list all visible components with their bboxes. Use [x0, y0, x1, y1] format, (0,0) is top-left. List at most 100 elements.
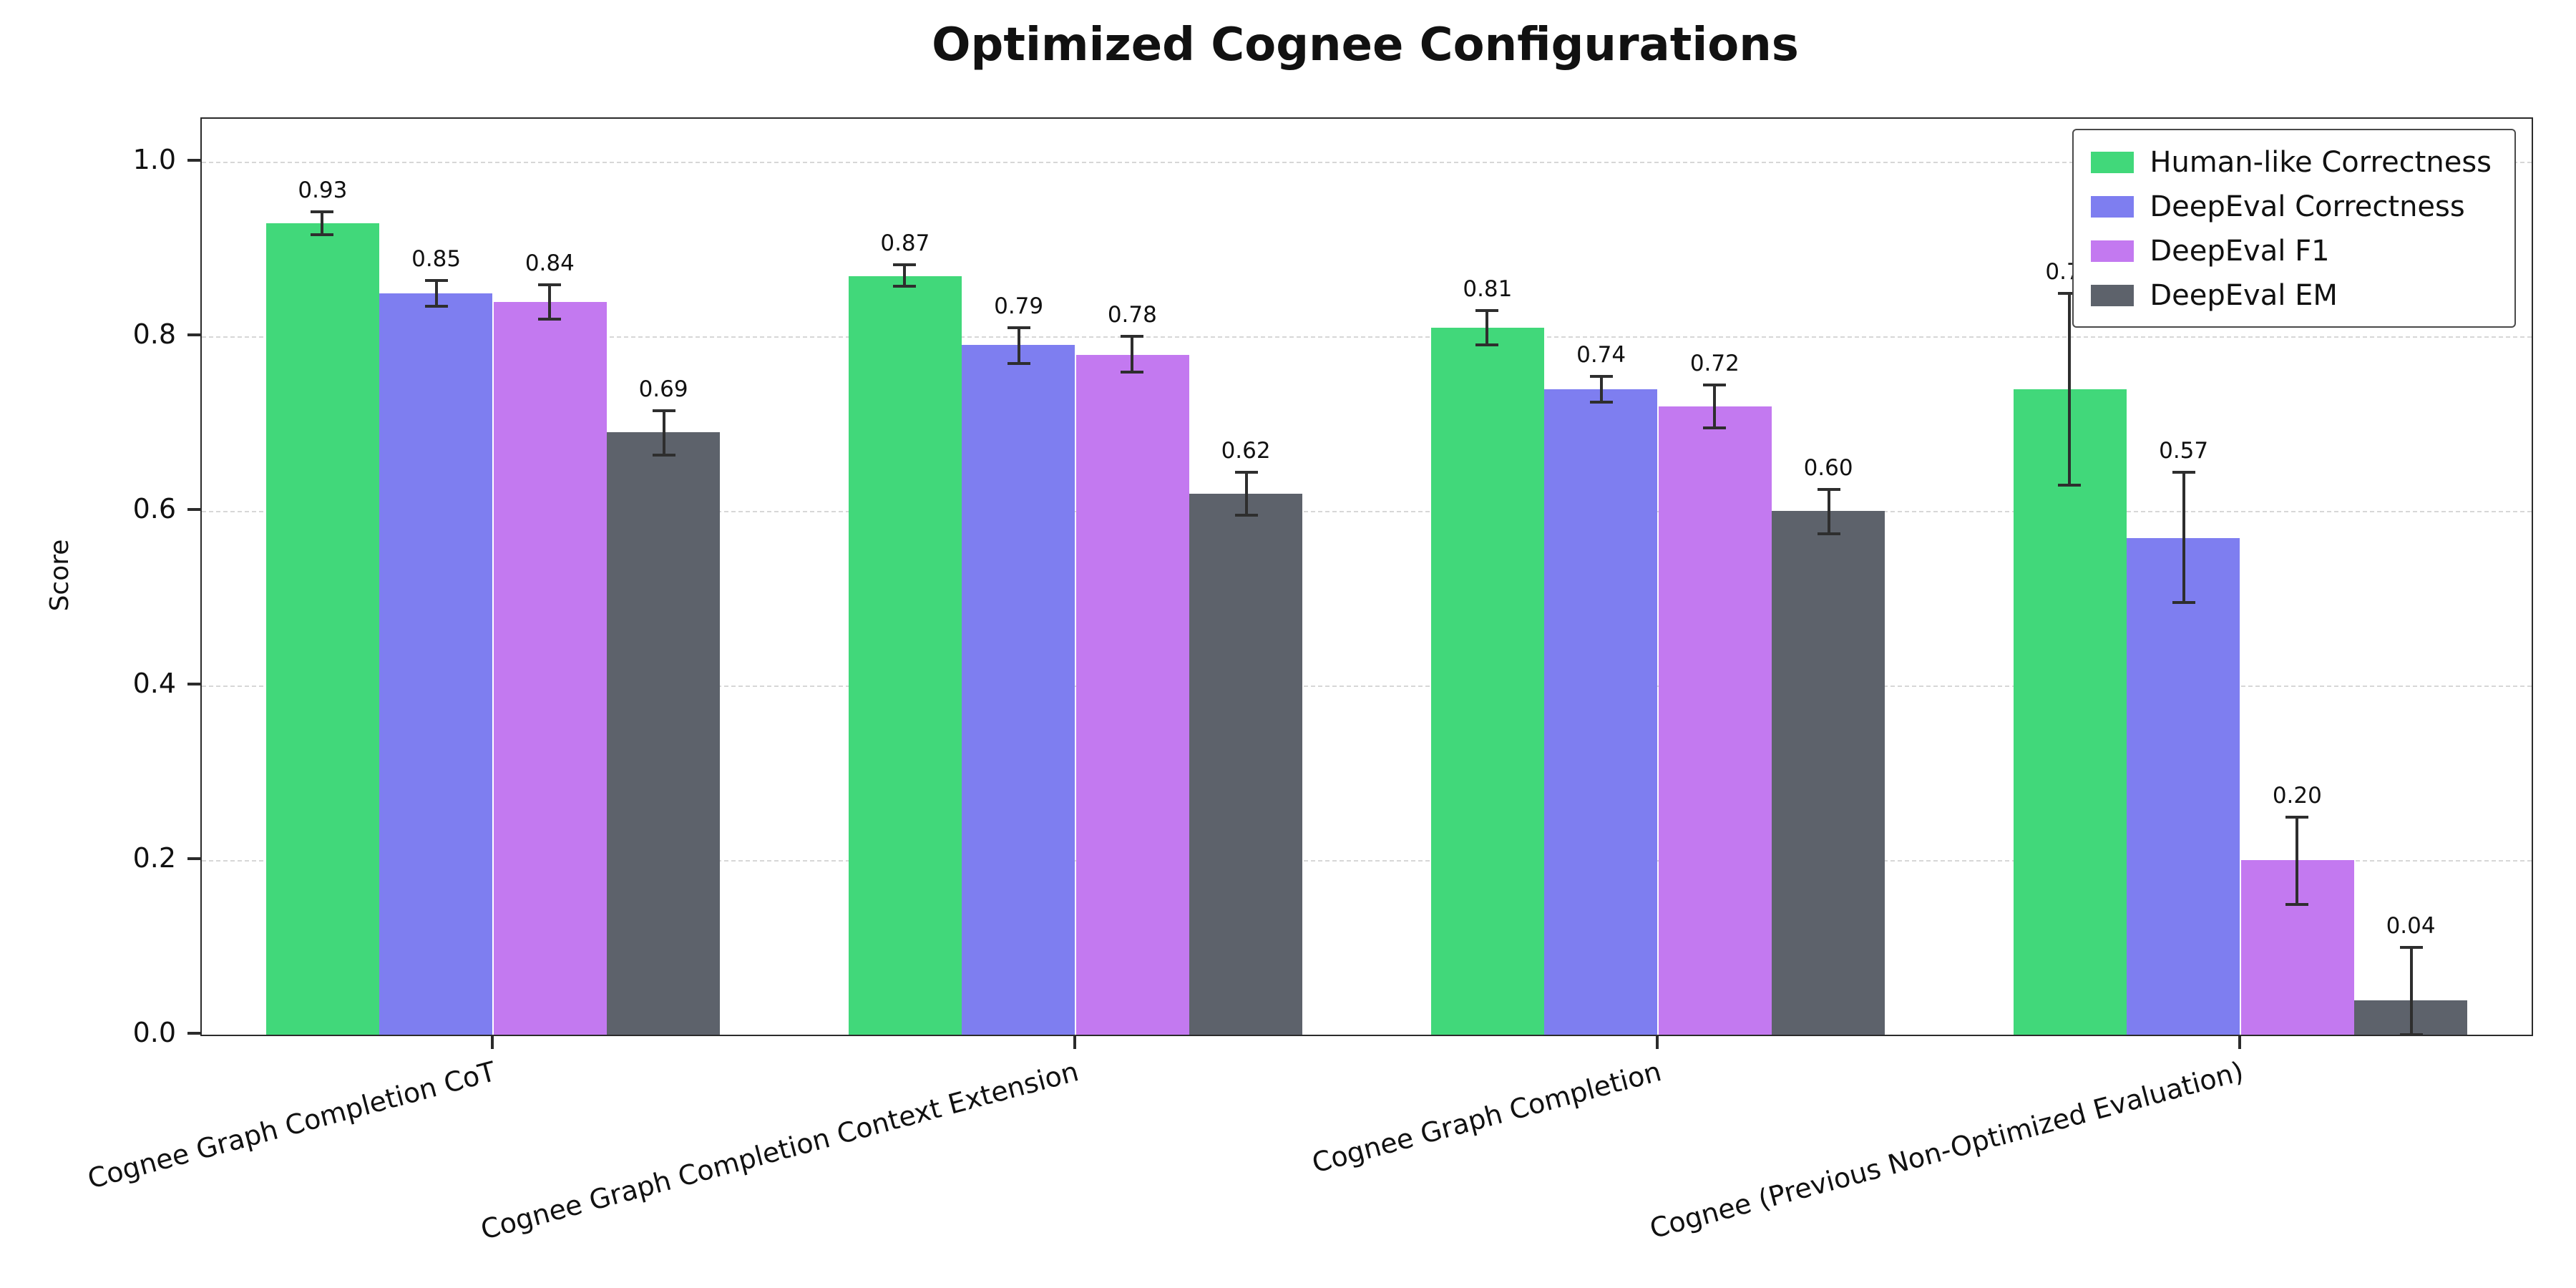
bar	[379, 293, 493, 1035]
legend-item: Human-like Correctness	[2091, 145, 2492, 179]
error-bar	[2296, 816, 2299, 904]
legend-item: DeepEval F1	[2091, 233, 2492, 268]
error-bar	[662, 411, 665, 455]
y-tick-label: 0.8	[132, 319, 176, 351]
bar	[962, 345, 1075, 1035]
error-bar-top-cap	[2285, 815, 2309, 819]
error-bar-bottom-cap	[2058, 484, 2082, 487]
bar-value-label: 0.69	[638, 376, 688, 403]
error-bar	[1017, 328, 1020, 364]
bar-value-label: 0.57	[2159, 437, 2209, 464]
bar-value-label: 0.60	[1803, 455, 1853, 482]
error-bar	[1599, 376, 1603, 403]
error-bar-bottom-cap	[1475, 343, 1499, 347]
bar-value-label: 0.62	[1221, 437, 1271, 464]
y-tick-label: 0.6	[132, 494, 176, 526]
bar	[1430, 328, 1545, 1035]
error-bar-top-cap	[2172, 470, 2195, 474]
error-bar	[321, 212, 324, 235]
bar-value-label: 0.85	[411, 245, 462, 272]
bar-value-label: 0.72	[1689, 350, 1740, 376]
y-tick-mark	[187, 1032, 200, 1035]
error-bar-top-cap	[1703, 383, 1727, 386]
legend-label: DeepEval Correctness	[2150, 189, 2465, 223]
error-bar-bottom-cap	[311, 233, 334, 237]
error-bar	[2182, 472, 2185, 603]
error-bar-bottom-cap	[1234, 514, 1258, 517]
x-tick-label: Cognee Graph Completion	[1309, 1056, 1665, 1180]
bar-value-label: 0.84	[525, 250, 575, 276]
x-tick-mark	[490, 1035, 493, 1048]
error-bar	[1827, 489, 1830, 534]
bar	[2127, 537, 2240, 1035]
error-bar	[1485, 311, 1489, 346]
x-tick-mark	[1655, 1035, 1658, 1048]
y-tick-label: 0.4	[132, 668, 176, 701]
error-bar	[1131, 336, 1134, 372]
error-bar-top-cap	[538, 283, 562, 286]
bar	[2013, 389, 2127, 1035]
x-tick-label: Cognee (Previous Non-Optimized Evaluatio…	[1646, 1056, 2248, 1246]
error-bar	[903, 265, 907, 287]
chart-title: Optimized Cognee Configurations	[932, 17, 1799, 72]
bar-value-label: 0.04	[2386, 913, 2436, 940]
y-axis-label: Score	[45, 539, 75, 612]
error-bar-bottom-cap	[2172, 601, 2195, 605]
error-bar-bottom-cap	[2285, 902, 2309, 906]
x-tick-label: Cognee Graph Completion CoT	[84, 1056, 500, 1196]
error-bar-bottom-cap	[1121, 370, 1144, 374]
y-tick-mark	[187, 857, 200, 861]
bar-value-label: 0.87	[880, 230, 930, 257]
error-bar-bottom-cap	[424, 305, 448, 308]
gridline	[202, 686, 2532, 688]
error-bar-bottom-cap	[1817, 532, 1840, 535]
error-bar-top-cap	[1234, 470, 1258, 474]
error-bar-top-cap	[652, 409, 675, 413]
bar	[1189, 494, 1303, 1035]
x-tick-mark	[2238, 1035, 2240, 1048]
gridline	[202, 511, 2532, 513]
error-bar-bottom-cap	[2399, 1033, 2423, 1036]
bar-value-label: 0.79	[994, 293, 1044, 320]
legend-label: Human-like Correctness	[2150, 145, 2492, 179]
error-bar-bottom-cap	[652, 453, 675, 457]
y-tick-label: 1.0	[132, 145, 176, 177]
y-tick-mark	[187, 683, 200, 686]
error-bar-top-cap	[2058, 291, 2082, 295]
bar-value-label: 0.74	[1576, 341, 1626, 368]
y-tick-mark	[187, 159, 200, 162]
bar	[265, 223, 380, 1035]
bar-value-label: 0.93	[298, 177, 348, 204]
error-bar	[1244, 472, 1248, 516]
bar-value-label: 0.78	[1107, 302, 1157, 328]
y-tick-label: 0.2	[132, 843, 176, 875]
legend: Human-like Correctness DeepEval Correctne…	[2072, 129, 2516, 328]
bar	[606, 432, 721, 1035]
error-bar	[548, 284, 552, 320]
error-bar	[2409, 947, 2413, 1035]
y-tick-mark	[187, 333, 200, 337]
error-bar-bottom-cap	[893, 285, 917, 288]
x-tick-label: Cognee Graph Completion Context Extensio…	[477, 1056, 1083, 1246]
bar	[848, 275, 962, 1035]
error-bar-top-cap	[893, 263, 917, 267]
bar-value-label: 0.20	[2272, 782, 2322, 809]
legend-item: DeepEval Correctness	[2091, 189, 2492, 223]
legend-label: DeepEval EM	[2150, 278, 2338, 312]
error-bar	[434, 280, 438, 307]
error-bar-top-cap	[2399, 946, 2423, 950]
error-bar-bottom-cap	[1703, 426, 1727, 430]
error-bar-top-cap	[1007, 326, 1030, 330]
legend-label: DeepEval F1	[2150, 233, 2330, 268]
x-tick-mark	[1073, 1035, 1075, 1048]
error-bar-top-cap	[1121, 335, 1144, 338]
legend-item: DeepEval EM	[2091, 278, 2492, 312]
legend-swatch	[2091, 284, 2135, 306]
bar	[1771, 511, 1885, 1035]
legend-swatch	[2091, 195, 2135, 217]
bar	[1658, 406, 1772, 1035]
gridline	[202, 336, 2532, 338]
error-bar-top-cap	[1589, 374, 1613, 378]
error-bar	[2068, 293, 2072, 485]
